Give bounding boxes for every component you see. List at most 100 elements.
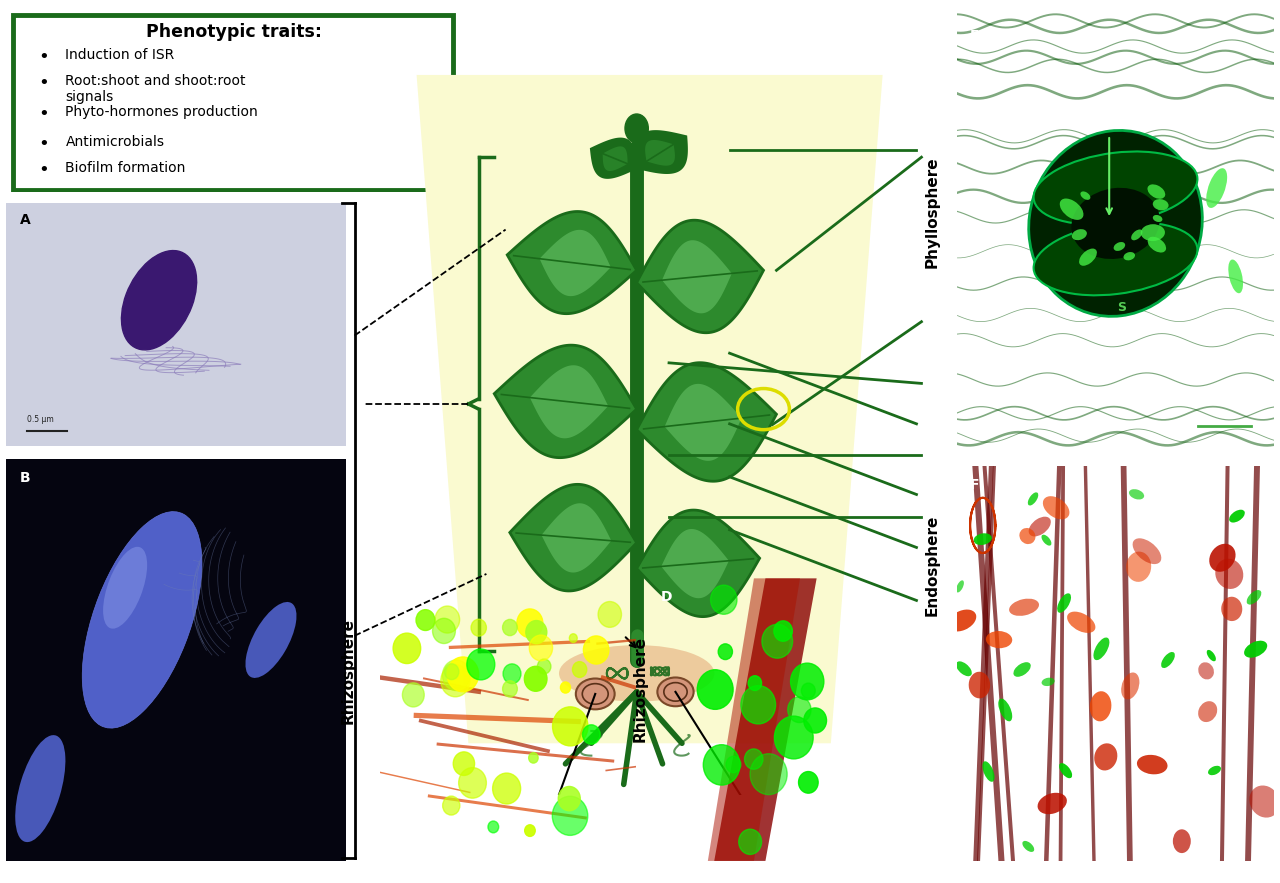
Ellipse shape bbox=[1133, 539, 1161, 564]
Circle shape bbox=[467, 649, 495, 680]
Ellipse shape bbox=[1153, 199, 1169, 210]
Ellipse shape bbox=[1009, 599, 1039, 615]
Circle shape bbox=[572, 661, 586, 677]
Polygon shape bbox=[662, 240, 732, 313]
Text: •: • bbox=[38, 48, 49, 65]
Ellipse shape bbox=[1038, 793, 1066, 814]
Circle shape bbox=[561, 682, 571, 693]
Circle shape bbox=[741, 685, 776, 724]
Circle shape bbox=[745, 749, 763, 769]
Circle shape bbox=[710, 585, 737, 615]
Text: 0.5 µm: 0.5 µm bbox=[27, 415, 54, 424]
Ellipse shape bbox=[1029, 131, 1202, 316]
Ellipse shape bbox=[1042, 677, 1055, 686]
Circle shape bbox=[435, 606, 460, 633]
Ellipse shape bbox=[1059, 763, 1073, 778]
Circle shape bbox=[488, 821, 499, 833]
Polygon shape bbox=[591, 139, 636, 177]
Circle shape bbox=[416, 609, 435, 630]
Ellipse shape bbox=[625, 114, 648, 143]
Ellipse shape bbox=[983, 761, 995, 781]
Ellipse shape bbox=[986, 631, 1012, 648]
Circle shape bbox=[538, 659, 550, 674]
Ellipse shape bbox=[1094, 743, 1117, 771]
Ellipse shape bbox=[1071, 229, 1087, 240]
Ellipse shape bbox=[998, 698, 1012, 721]
Polygon shape bbox=[530, 366, 608, 438]
Text: Induction of ISR: Induction of ISR bbox=[65, 48, 175, 62]
Ellipse shape bbox=[1172, 829, 1190, 853]
Polygon shape bbox=[540, 230, 611, 296]
Circle shape bbox=[402, 683, 424, 707]
Ellipse shape bbox=[1244, 641, 1267, 658]
Ellipse shape bbox=[82, 511, 202, 728]
Circle shape bbox=[443, 796, 460, 815]
Polygon shape bbox=[509, 485, 636, 591]
Ellipse shape bbox=[15, 736, 65, 842]
Circle shape bbox=[762, 624, 792, 658]
Ellipse shape bbox=[1071, 188, 1160, 259]
Text: •: • bbox=[38, 161, 49, 179]
Ellipse shape bbox=[122, 251, 197, 350]
Text: •: • bbox=[38, 74, 49, 92]
Ellipse shape bbox=[969, 672, 991, 698]
Ellipse shape bbox=[559, 645, 714, 702]
Circle shape bbox=[739, 829, 762, 855]
Ellipse shape bbox=[1068, 612, 1096, 633]
Text: Biofilm formation: Biofilm formation bbox=[65, 161, 186, 175]
FancyBboxPatch shape bbox=[13, 14, 453, 190]
Text: Phyto-hormones production: Phyto-hormones production bbox=[65, 105, 259, 118]
Text: Phyllosphere: Phyllosphere bbox=[924, 156, 940, 268]
Text: S: S bbox=[1117, 301, 1126, 313]
Ellipse shape bbox=[1034, 152, 1197, 224]
Circle shape bbox=[471, 619, 486, 636]
Ellipse shape bbox=[1028, 493, 1038, 506]
Ellipse shape bbox=[1057, 593, 1071, 613]
Circle shape bbox=[570, 634, 577, 643]
Circle shape bbox=[517, 609, 543, 638]
Circle shape bbox=[393, 633, 421, 663]
Circle shape bbox=[525, 667, 547, 691]
Text: Rhizosphere: Rhizosphere bbox=[340, 618, 356, 724]
Ellipse shape bbox=[956, 580, 964, 592]
Polygon shape bbox=[636, 510, 759, 616]
Ellipse shape bbox=[1221, 597, 1243, 621]
Text: D: D bbox=[660, 590, 672, 604]
Ellipse shape bbox=[1198, 701, 1217, 722]
Ellipse shape bbox=[104, 547, 147, 629]
Ellipse shape bbox=[974, 533, 992, 545]
Ellipse shape bbox=[1215, 559, 1243, 589]
Ellipse shape bbox=[1093, 638, 1110, 660]
Circle shape bbox=[493, 774, 521, 804]
Ellipse shape bbox=[1229, 260, 1243, 293]
Text: C: C bbox=[390, 590, 401, 604]
Circle shape bbox=[804, 708, 827, 733]
Ellipse shape bbox=[1023, 841, 1034, 852]
Ellipse shape bbox=[1161, 652, 1175, 668]
Ellipse shape bbox=[1140, 224, 1165, 241]
Text: Antimicrobials: Antimicrobials bbox=[65, 135, 164, 149]
Circle shape bbox=[553, 706, 588, 746]
Circle shape bbox=[433, 618, 456, 644]
Text: B: B bbox=[20, 472, 31, 486]
Text: •: • bbox=[38, 105, 49, 123]
Ellipse shape bbox=[947, 609, 977, 631]
Circle shape bbox=[799, 772, 818, 793]
Polygon shape bbox=[662, 529, 728, 598]
Ellipse shape bbox=[1129, 489, 1144, 500]
Ellipse shape bbox=[1229, 509, 1245, 523]
Circle shape bbox=[584, 636, 609, 664]
Circle shape bbox=[658, 677, 694, 706]
Polygon shape bbox=[636, 220, 763, 333]
Ellipse shape bbox=[1132, 230, 1143, 240]
Circle shape bbox=[749, 675, 762, 691]
Text: Rhizosphere: Rhizosphere bbox=[632, 636, 648, 742]
Ellipse shape bbox=[1249, 786, 1280, 818]
Text: Endosphere: Endosphere bbox=[924, 515, 940, 615]
Text: A: A bbox=[20, 213, 31, 227]
Ellipse shape bbox=[1210, 544, 1235, 572]
Circle shape bbox=[443, 660, 470, 691]
Polygon shape bbox=[416, 75, 883, 743]
Circle shape bbox=[718, 644, 732, 660]
Circle shape bbox=[458, 767, 486, 798]
